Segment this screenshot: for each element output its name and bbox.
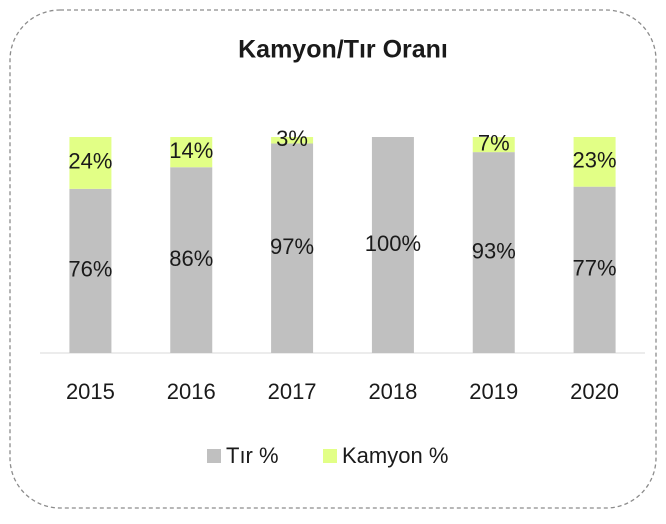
data-label: 76% xyxy=(68,257,112,282)
legend-label: Tır % xyxy=(226,443,279,468)
data-label: 24% xyxy=(68,149,112,174)
chart-frame xyxy=(9,9,657,509)
legend-label: Kamyon % xyxy=(342,443,448,468)
x-tick-label: 2015 xyxy=(66,379,115,404)
data-label: 7% xyxy=(478,130,510,155)
data-label: 3% xyxy=(276,126,308,151)
data-label: 23% xyxy=(573,148,617,173)
data-label: 86% xyxy=(169,246,213,271)
bar-segment xyxy=(271,143,314,353)
x-tick-label: 2019 xyxy=(469,379,518,404)
x-tick-label: 2020 xyxy=(570,379,619,404)
bar-segment xyxy=(573,137,616,187)
chart-title: Kamyon/Tır Oranı xyxy=(238,36,448,64)
bar-segment xyxy=(371,137,414,353)
x-tick-label: 2016 xyxy=(167,379,216,404)
data-label: 77% xyxy=(573,256,617,281)
data-label: 14% xyxy=(169,138,213,163)
bar-segment xyxy=(69,188,112,353)
bar-segment xyxy=(170,167,213,353)
legend-swatch xyxy=(323,449,337,463)
data-label: 93% xyxy=(472,238,516,263)
bar-segment xyxy=(170,137,213,168)
bar-segment xyxy=(472,137,515,153)
legend-swatch xyxy=(207,449,221,463)
x-tick-label: 2018 xyxy=(368,379,417,404)
bar-segment xyxy=(573,186,616,353)
x-tick-label: 2017 xyxy=(268,379,317,404)
bar-segment xyxy=(271,137,314,144)
data-label: 97% xyxy=(270,234,314,259)
bar-segment xyxy=(472,152,515,353)
data-label: 100% xyxy=(365,231,421,256)
bar-segment xyxy=(69,137,112,189)
